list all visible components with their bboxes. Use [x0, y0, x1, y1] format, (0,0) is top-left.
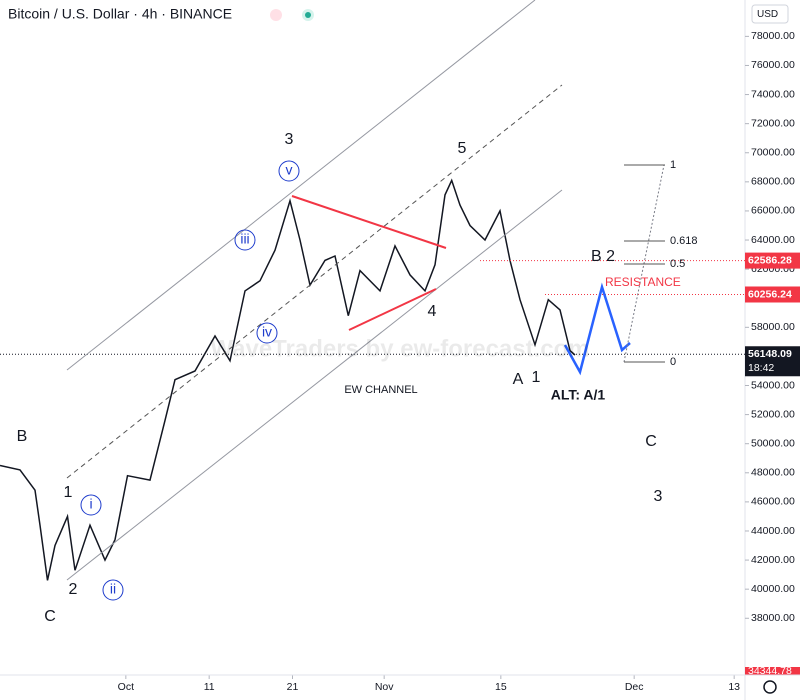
- fib-label: 0.5: [670, 258, 685, 270]
- y-tick-label: 54000.00: [751, 379, 795, 391]
- price-badge: [745, 346, 800, 377]
- low-label: 34344.78: [748, 665, 792, 677]
- y-tick-label: 74000.00: [751, 88, 795, 100]
- wave-circle: [102, 579, 124, 601]
- fib-label: 0: [670, 356, 676, 368]
- channel-mid: [66, 84, 563, 479]
- x-tick-label: 15: [495, 681, 507, 693]
- wave-circle: [80, 494, 102, 516]
- channel-label: EW CHANNEL: [344, 384, 417, 396]
- alt-label: ALT: A/1: [551, 387, 606, 403]
- wave-label: A: [513, 371, 524, 388]
- y-tick-label: 46000.00: [751, 496, 795, 508]
- settings-icon[interactable]: [763, 680, 777, 694]
- resistance-label: RESISTANCE: [605, 275, 681, 289]
- y-tick-label: 42000.00: [751, 554, 795, 566]
- currency[interactable]: USD: [757, 9, 778, 20]
- x-tick-label: 11: [204, 681, 215, 693]
- icon: [270, 9, 282, 21]
- price-badge-label: 56148.09: [748, 348, 792, 360]
- y-tick-label: 38000.00: [751, 612, 795, 624]
- projection: [563, 282, 631, 376]
- x-tick-label: Nov: [375, 681, 394, 693]
- price-badge-label: 62586.28: [748, 254, 792, 266]
- x-tick-label: Oct: [118, 681, 134, 693]
- plot: [0, 178, 745, 581]
- x-tick-label: Dec: [625, 681, 644, 693]
- wave-label: i: [89, 496, 92, 512]
- channel-line: [66, 189, 563, 581]
- y-tick-label: 50000.00: [751, 437, 795, 449]
- fib-label: 1: [670, 159, 676, 171]
- low-badge: [745, 667, 800, 675]
- wave-label: C: [645, 433, 657, 450]
- wave-label: 2: [69, 581, 78, 598]
- wave-label: 3: [285, 131, 294, 148]
- wave-label: ii: [110, 581, 116, 597]
- y-tick-label: 66000.00: [751, 205, 795, 217]
- icon: [305, 12, 311, 18]
- wave-label: v: [286, 162, 293, 178]
- wave-label: 1: [64, 484, 73, 501]
- wave-label: B 2: [591, 248, 615, 265]
- countdown: 18:42: [748, 362, 774, 374]
- symbol-title: Bitcoin / U.S. Dollar · 4h · BINANCE: [8, 6, 232, 22]
- y-tick-label: 64000.00: [751, 234, 795, 246]
- wave-label: 1: [532, 369, 541, 386]
- y-tick-label: 78000.00: [751, 30, 795, 42]
- y-tick-label: 40000.00: [751, 583, 795, 595]
- price-badge: [745, 252, 800, 269]
- y-tick-label: 58000.00: [751, 321, 795, 333]
- triangle-line: [348, 288, 437, 331]
- y-tick-label: 70000.00: [751, 147, 795, 159]
- wave-circle: [256, 322, 278, 344]
- wave-circle: [278, 160, 300, 182]
- y-tick-label: 48000.00: [751, 467, 795, 479]
- price-line: [0, 178, 576, 581]
- wave-label: 3: [654, 488, 663, 505]
- fib-label: 0.618: [670, 235, 698, 247]
- currency-button[interactable]: [751, 4, 789, 24]
- wave-circle: [234, 229, 256, 251]
- y-tick-label: 76000.00: [751, 59, 795, 71]
- channel-line: [66, 0, 536, 371]
- price-badge-label: 60256.24: [748, 288, 792, 300]
- y-tick-label: 52000.00: [751, 408, 795, 420]
- y-tick-label: 44000.00: [751, 525, 795, 537]
- price-badge: [745, 286, 800, 303]
- y-tick-label: 68000.00: [751, 176, 795, 188]
- x-tick-label: 21: [287, 681, 299, 693]
- wave-label: iii: [240, 231, 249, 247]
- wave-label: iv: [262, 324, 272, 340]
- wave-label: B: [17, 428, 28, 445]
- wave-label: C: [44, 608, 56, 625]
- x-tick-label: 13: [728, 681, 740, 693]
- y-tick-label: 72000.00: [751, 117, 795, 129]
- wave-label: 4: [428, 303, 437, 320]
- triangle-line: [291, 195, 447, 249]
- wave-label: 5: [458, 140, 467, 157]
- watermark: WaveTraders by ew-forecast.com: [210, 335, 589, 362]
